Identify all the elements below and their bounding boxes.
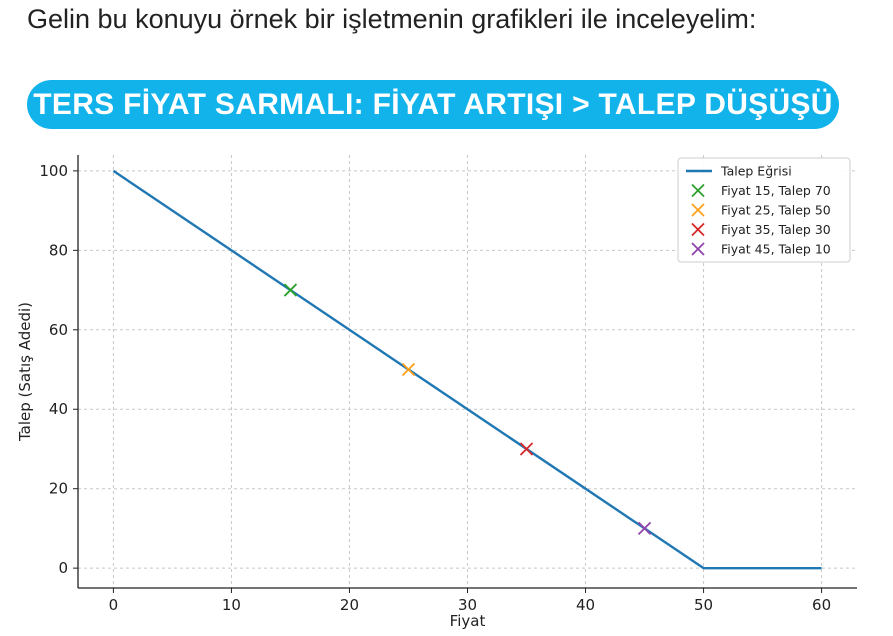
legend-swatch-4 [691,242,705,256]
x-tick-label-50: 50 [694,596,713,614]
y-tick-label-60: 60 [49,321,68,339]
legend-swatch-3-stroke-b [691,222,705,237]
marker-layer [283,283,652,536]
y-tick-label-0: 0 [58,559,68,577]
legend-label-0: Talep Eğrisi [720,164,792,179]
x-tick-label-30: 30 [458,596,477,614]
y-tick-label-40: 40 [49,400,68,418]
point-marker-0-stroke-b [283,283,298,297]
legend-label-4: Fiyat 45, Talep 10 [721,242,831,257]
legend-swatch-2-stroke-b [691,203,705,217]
series-line-0 [112,169,822,570]
intro-text: Gelin bu konuyu örnek bir işletmenin gra… [27,4,757,34]
x-ticks: 0 10 20 30 40 50 60 [109,588,831,614]
legend-label-2: Fiyat 25, Talep 50 [721,203,831,218]
legend-box [677,157,851,263]
x-tick-label-60: 60 [812,596,831,614]
y-tick-label-80: 80 [49,241,68,259]
point-marker-2-stroke-b [519,442,534,456]
legend: Talep Eğrisi Fiyat 15, Talep 70 Fiyat 25, … [677,157,851,263]
legend-label-1: Fiyat 15, Talep 70 [721,183,831,198]
legend-swatch-2 [691,203,705,217]
point-marker-3-stroke-b [637,521,652,536]
x-tick-label-20: 20 [340,596,359,614]
series-layer [112,169,822,570]
point-marker-0 [283,283,298,297]
y-tick-label-20: 20 [49,480,68,498]
point-marker-1-stroke-b [401,362,416,377]
y-tick-label-100: 100 [39,162,68,180]
legend-swatch-1 [691,183,705,198]
legend-label-3: Fiyat 35, Talep 30 [721,222,831,237]
legend-swatch-1-stroke-b [691,183,705,198]
x-tick-label-10: 10 [222,596,241,614]
point-marker-3 [637,521,652,536]
x-tick-label-40: 40 [576,596,595,614]
x-axis-label: Fiyat [450,612,486,630]
legend-swatch-3 [691,222,705,237]
x-tick-label-0: 0 [109,596,119,614]
y-ticks: 0 20 40 60 80 100 [39,162,78,577]
title-banner: TERS FİYAT SARMALI: FİYAT ARTIŞI > TALEP… [27,80,839,129]
legend-swatch-4-stroke-b [691,242,705,256]
y-axis-label: Talep (Satış Adedi) [16,302,34,442]
point-marker-1 [401,362,416,377]
point-marker-2 [519,442,534,456]
